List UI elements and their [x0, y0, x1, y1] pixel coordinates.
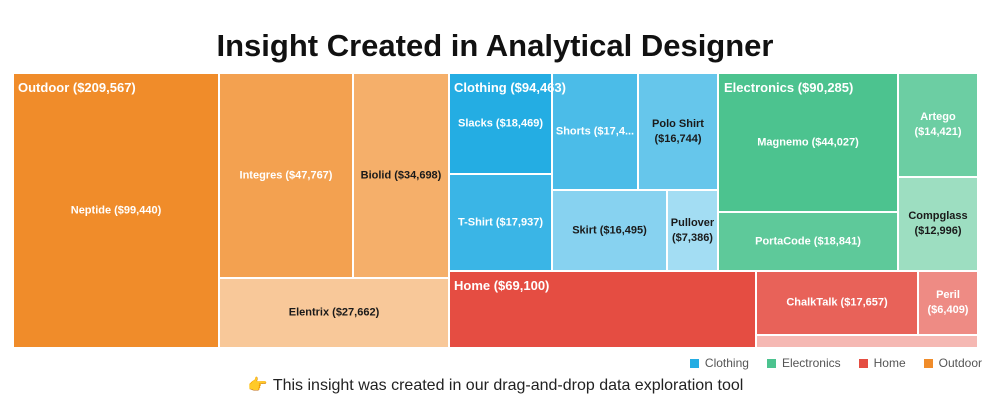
- treemap-tile-biolid[interactable]: Biolid ($34,698): [353, 73, 449, 278]
- treemap-tile-label: Artego ($14,421): [914, 111, 962, 138]
- footer-text: This insight was created in our drag-and…: [272, 377, 744, 394]
- treemap-tile-label: Shorts ($17,4...: [555, 125, 635, 137]
- chart-legend: Clothing Electronics Home Outdoor: [689, 356, 982, 370]
- treemap-tile-label: Polo Shirt ($16,744): [652, 117, 704, 145]
- treemap-tile-neptide[interactable]: Neptide ($99,440): [13, 73, 219, 348]
- legend-swatch-outdoor: [923, 358, 933, 368]
- treemap-tile-label: Pullover ($7,386): [670, 216, 715, 244]
- footer-note: 👉 This insight was created in our drag-a…: [0, 375, 990, 395]
- legend-label-outdoor: Outdoor: [938, 356, 982, 370]
- treemap-tile-label: Neptide ($99,440): [70, 204, 162, 216]
- treemap-tile-t-shirt[interactable]: T-Shirt ($17,937): [449, 174, 552, 271]
- treemap-tile-skirt[interactable]: Skirt ($16,495): [552, 190, 667, 271]
- legend-swatch-home: [858, 358, 868, 368]
- treemap-tile-label: T-Shirt ($17,937): [458, 216, 543, 228]
- treemap-tile-label: Elentrix ($27,662): [288, 306, 380, 319]
- treemap-tile-integres[interactable]: Integres ($47,767): [219, 73, 353, 278]
- treemap-tile-home-other[interactable]: [756, 335, 978, 348]
- treemap-tile-label: ChalkTalk ($17,657): [786, 296, 888, 309]
- treemap-tile-slacks[interactable]: Slacks ($18,469): [449, 73, 552, 174]
- legend-item-home[interactable]: Home: [858, 356, 906, 370]
- treemap-tile-label: Skirt ($16,495): [572, 224, 647, 236]
- legend-swatch-electronics: [766, 358, 776, 368]
- treemap-tile-portacode[interactable]: PortaCode ($18,841): [718, 212, 898, 271]
- legend-item-electronics[interactable]: Electronics: [766, 356, 841, 370]
- treemap-tile-home[interactable]: [449, 271, 756, 348]
- treemap-tile-label: Compglass ($12,996): [908, 210, 968, 237]
- legend-label-clothing: Clothing: [704, 356, 749, 370]
- treemap-tile-shorts[interactable]: Shorts ($17,4...: [552, 73, 638, 190]
- treemap-tile-label: Peril ($6,409): [927, 289, 969, 316]
- treemap-tile-elentrix[interactable]: Elentrix ($27,662): [219, 278, 449, 348]
- treemap-tile-label: Biolid ($34,698): [360, 169, 442, 181]
- treemap-tile-label: Slacks ($18,469): [457, 117, 543, 129]
- legend-label-home: Home: [873, 356, 906, 370]
- treemap-tile-label: Integres ($47,767): [239, 169, 333, 181]
- pointing-hand-icon: 👉: [247, 377, 268, 394]
- treemap-tile-compglass[interactable]: Compglass ($12,996): [898, 177, 978, 271]
- chart-title: Insight Created in Analytical Designer: [216, 28, 774, 63]
- treemap-chart: Neptide ($99,440) Integres ($47,767) Bioli…: [13, 73, 978, 348]
- treemap-tile-pullover[interactable]: Pullover ($7,386): [667, 190, 718, 271]
- treemap-tile-polo-shirt[interactable]: Polo Shirt ($16,744): [638, 73, 718, 190]
- legend-swatch-clothing: [689, 358, 699, 368]
- treemap-tile-artego[interactable]: Artego ($14,421): [898, 73, 978, 177]
- legend-label-electronics: Electronics: [781, 356, 841, 370]
- treemap-tile-peril[interactable]: Peril ($6,409): [918, 271, 978, 335]
- treemap-tile-magnemo[interactable]: Magnemo ($44,027): [718, 73, 898, 212]
- treemap-tile-chalktalk[interactable]: ChalkTalk ($17,657): [756, 271, 918, 335]
- treemap-tile-label: PortaCode ($18,841): [755, 235, 861, 247]
- legend-item-outdoor[interactable]: Outdoor: [923, 356, 982, 370]
- treemap-tile-label: Magnemo ($44,027): [757, 136, 859, 148]
- legend-item-clothing[interactable]: Clothing: [689, 356, 749, 370]
